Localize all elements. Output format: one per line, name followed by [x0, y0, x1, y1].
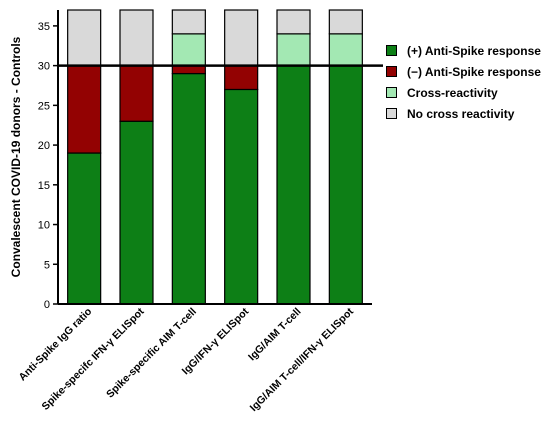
y-tick-label: 15	[38, 180, 50, 192]
bar-segment-anti-spike-response	[67, 152, 102, 305]
x-category-label: Spike-specifc IFN-γ ELISpot	[40, 305, 147, 412]
bar-segment-anti-spike-response	[119, 120, 154, 305]
bar-segment-no-cross-reactivity	[276, 9, 311, 35]
chart-legend: (+) Anti-Spike response (−) Anti-Spike re…	[386, 40, 541, 124]
legend-swatch	[386, 45, 397, 56]
bar-segment-cross-reactivity	[328, 33, 363, 67]
bar-segment-anti-spike-response	[171, 72, 206, 305]
bar-stacks	[67, 9, 363, 305]
legend-swatch	[386, 108, 397, 119]
y-tick-label: 5	[44, 259, 50, 271]
y-tick-label: 20	[38, 140, 50, 152]
bar-segment-anti-spike-response	[328, 65, 363, 305]
bar-segment-anti-spike-response	[224, 65, 259, 91]
y-tick-label: 30	[38, 61, 50, 73]
bar-segment-no-cross-reactivity	[171, 9, 206, 35]
legend-label: No cross reactivity	[407, 106, 515, 121]
y-axis-title: Convalescent COVID-19 donors - Controls	[9, 36, 23, 277]
bar-segment-anti-spike-response	[224, 88, 259, 305]
bar-segment-anti-spike-response	[119, 65, 154, 122]
bar-segment-anti-spike-response	[276, 65, 311, 305]
legend-item: (+) Anti-Spike response	[386, 40, 541, 61]
x-category-label: Spike-specific AIM T-cell	[104, 306, 199, 401]
x-category-label: IgG/AIM T-cell/IFN-γ ELISpot	[248, 305, 357, 414]
bar-segment-cross-reactivity	[171, 33, 206, 67]
bar-segment-no-cross-reactivity	[119, 9, 154, 67]
bar-segment-no-cross-reactivity	[328, 9, 363, 35]
legend-item: No cross reactivity	[386, 103, 541, 124]
y-tick-label: 35	[38, 21, 50, 33]
legend-label: (+) Anti-Spike response	[407, 43, 541, 58]
y-axis-ticks: 0 5 10 15 20 25 30 35	[38, 21, 58, 311]
legend-item: (−) Anti-Spike response	[386, 61, 541, 82]
legend-swatch	[386, 87, 397, 98]
y-tick-label: 10	[38, 220, 50, 232]
y-tick-label: 0	[44, 299, 50, 311]
x-category-label: IgG/AIM T-cell	[246, 306, 304, 364]
bar-segment-no-cross-reactivity	[224, 9, 259, 67]
legend-swatch	[386, 66, 397, 77]
bar-segment-no-cross-reactivity	[67, 9, 102, 67]
legend-label: Cross-reactivity	[407, 85, 498, 100]
legend-item: Cross-reactivity	[386, 82, 541, 103]
y-tick-label: 25	[38, 100, 50, 112]
bar-segment-cross-reactivity	[276, 33, 311, 67]
bar-segment-anti-spike-response	[67, 65, 102, 154]
legend-label: (−) Anti-Spike response	[407, 64, 541, 79]
